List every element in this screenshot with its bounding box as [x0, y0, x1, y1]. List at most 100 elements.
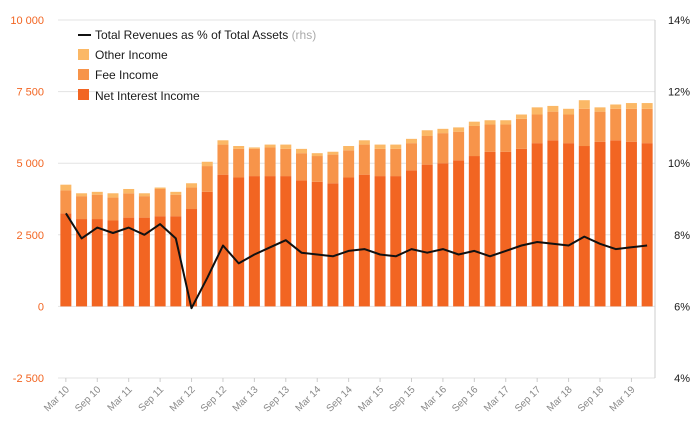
bar-net-interest-income: [484, 151, 496, 307]
bar-net-interest-income: [594, 141, 606, 307]
bar-fee-income: [217, 144, 229, 175]
bar-other-income: [625, 103, 637, 109]
bar-net-interest-income: [170, 216, 182, 307]
bar-fee-income: [311, 156, 323, 182]
bar-other-income: [437, 128, 449, 134]
bar-other-income: [154, 187, 166, 189]
bar-fee-income: [170, 194, 182, 217]
bar-net-interest-income: [358, 174, 370, 307]
x-tick-label: Sep 18: [576, 384, 606, 414]
bar-other-income: [374, 144, 386, 149]
bar-net-interest-income: [248, 176, 260, 307]
bar-fee-income: [390, 148, 402, 177]
x-tick-label: Sep 13: [262, 384, 292, 414]
bar-net-interest-income: [453, 160, 465, 307]
x-tick-label: Sep 16: [450, 384, 480, 414]
x-tick-label: Mar 13: [231, 384, 261, 414]
y-left-tick-label: 2 500: [16, 230, 44, 242]
bar-fee-income: [610, 108, 622, 141]
bar-net-interest-income: [578, 146, 590, 307]
x-tick-label: Sep 15: [387, 384, 417, 414]
bar-net-interest-income: [625, 141, 637, 307]
x-axis: Mar 10 Sep 10 Mar 11 Sep 11 Mar 12 Sep 12 Mar …: [42, 378, 638, 415]
bar-other-income: [421, 130, 433, 136]
y-left-tick-label: -2 500: [13, 373, 44, 385]
bar-net-interest-income: [531, 143, 543, 307]
bar-other-income: [311, 153, 323, 157]
bar-other-income: [343, 146, 355, 151]
bar-net-interest-income: [343, 177, 355, 307]
y-right-tick-label: 12%: [668, 87, 690, 99]
bar-other-income: [610, 104, 622, 109]
bar-fee-income: [405, 143, 417, 171]
legend-label-net-interest-income: Net Interest Income: [95, 89, 200, 103]
bar-other-income: [107, 193, 119, 198]
bar-other-income: [515, 114, 527, 119]
x-tick-label: Mar 14: [294, 384, 324, 414]
bar-net-interest-income: [327, 183, 339, 307]
bar-net-interest-income: [563, 143, 575, 307]
bar-fee-income: [201, 166, 213, 192]
legend-swatch-fee-income: [78, 69, 89, 80]
bar-fee-income: [578, 108, 590, 147]
bar-net-interest-income: [437, 163, 449, 307]
bar-other-income: [358, 140, 370, 145]
bar-other-income: [264, 144, 276, 148]
bar-fee-income: [296, 153, 308, 181]
bar-fee-income: [91, 194, 103, 220]
y-right-tick-label: 14%: [668, 15, 690, 27]
bar-other-income: [641, 103, 653, 109]
bar-other-income: [390, 144, 402, 149]
y-right-tick-label: 8%: [674, 230, 690, 242]
y-left-tick-label: 10 000: [10, 15, 44, 27]
y-right-tick-label: 6%: [674, 301, 690, 313]
bar-fee-income: [515, 118, 527, 149]
bar-other-income: [217, 140, 229, 145]
bar-other-income: [60, 184, 72, 191]
bar-net-interest-income: [154, 216, 166, 307]
bar-other-income: [186, 183, 198, 188]
bar-fee-income: [280, 148, 292, 177]
bar-net-interest-income: [186, 209, 198, 307]
bar-other-income: [405, 138, 417, 144]
bar-net-interest-income: [233, 177, 245, 307]
legend-label-other-income: Other Income: [95, 48, 168, 62]
x-tick-label: Sep 12: [199, 384, 229, 414]
bar-net-interest-income: [390, 176, 402, 307]
bar-other-income: [296, 148, 308, 154]
x-tick-label: Sep 10: [73, 384, 103, 414]
bar-net-interest-income: [201, 191, 213, 307]
legend-swatch-other-income: [78, 49, 89, 60]
x-tick-label: Mar 16: [419, 384, 449, 414]
x-tick-label: Mar 11: [106, 384, 136, 414]
bar-fee-income: [594, 111, 606, 142]
bar-fee-income: [186, 187, 198, 210]
bar-net-interest-income: [138, 217, 150, 307]
legend-label-ratio: Total Revenues as % of Total Assets (rhs…: [95, 28, 316, 42]
bar-other-income: [468, 121, 480, 126]
bar-fee-income: [264, 147, 276, 177]
bar-net-interest-income: [76, 219, 88, 307]
bar-series: [60, 100, 653, 307]
bar-other-income: [91, 191, 103, 195]
bar-fee-income: [500, 124, 512, 152]
bar-other-income: [123, 188, 135, 194]
bar-fee-income: [233, 148, 245, 178]
x-tick-label: Mar 18: [545, 384, 575, 414]
bar-other-income: [594, 107, 606, 112]
bar-other-income: [563, 108, 575, 115]
bar-other-income: [280, 144, 292, 149]
bar-net-interest-income: [264, 176, 276, 307]
bar-other-income: [233, 146, 245, 149]
x-tick-label: Mar 19: [608, 384, 638, 414]
bar-other-income: [500, 120, 512, 125]
bar-fee-income: [248, 148, 260, 177]
bar-fee-income: [138, 196, 150, 218]
bar-fee-income: [343, 150, 355, 178]
bar-fee-income: [123, 193, 135, 218]
y-left-tick-label: 7 500: [16, 87, 44, 99]
bar-net-interest-income: [641, 143, 653, 307]
legend-swatch-net-interest-income: [78, 89, 89, 100]
x-tick-label: Mar 12: [168, 384, 198, 414]
